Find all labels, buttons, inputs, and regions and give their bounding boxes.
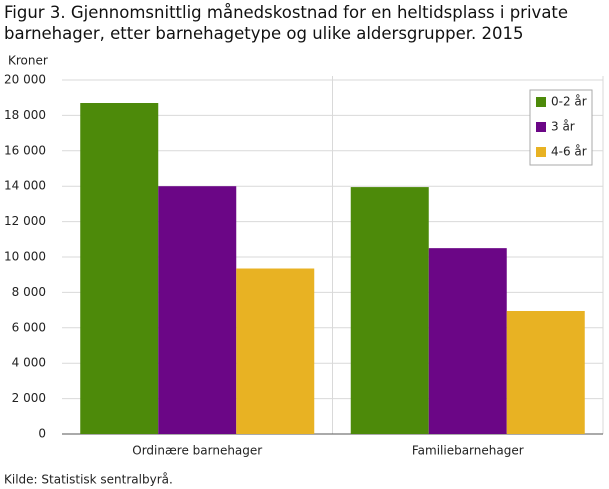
bar — [428, 248, 507, 434]
y-tick-label: 0 — [38, 427, 46, 441]
y-tick-label: 8 000 — [12, 285, 46, 299]
bar — [350, 187, 429, 434]
y-axis-label: Kroner — [8, 54, 48, 68]
chart-title: Figur 3. Gjennomsnittlig månedskostnad f… — [4, 3, 569, 43]
legend-swatch — [536, 122, 546, 132]
y-tick-label: 12 000 — [4, 214, 46, 228]
x-tick-label: Ordinære barnehager — [132, 444, 262, 458]
y-tick-label: 18 000 — [4, 108, 46, 122]
x-tick-label: Familiebarnehager — [412, 444, 524, 458]
legend-label: 3 år — [551, 120, 575, 134]
bar — [506, 310, 585, 434]
y-tick-label: 20 000 — [4, 73, 46, 87]
y-tick-label: 10 000 — [4, 250, 46, 264]
y-tick-label: 6 000 — [12, 320, 46, 334]
y-tick-label: 14 000 — [4, 179, 46, 193]
source: Kilde: Statistisk sentralbyrå. — [4, 473, 173, 487]
y-tick-label: 16 000 — [4, 143, 46, 157]
bar — [158, 186, 237, 434]
y-tick-label: 4 000 — [12, 356, 46, 370]
legend-swatch — [536, 97, 546, 107]
y-tick-label: 2 000 — [12, 391, 46, 405]
bar — [236, 268, 315, 434]
legend-label: 0-2 år — [551, 95, 587, 109]
legend-label: 4-6 år — [551, 145, 587, 159]
legend-swatch — [536, 147, 546, 157]
bar — [80, 103, 159, 434]
